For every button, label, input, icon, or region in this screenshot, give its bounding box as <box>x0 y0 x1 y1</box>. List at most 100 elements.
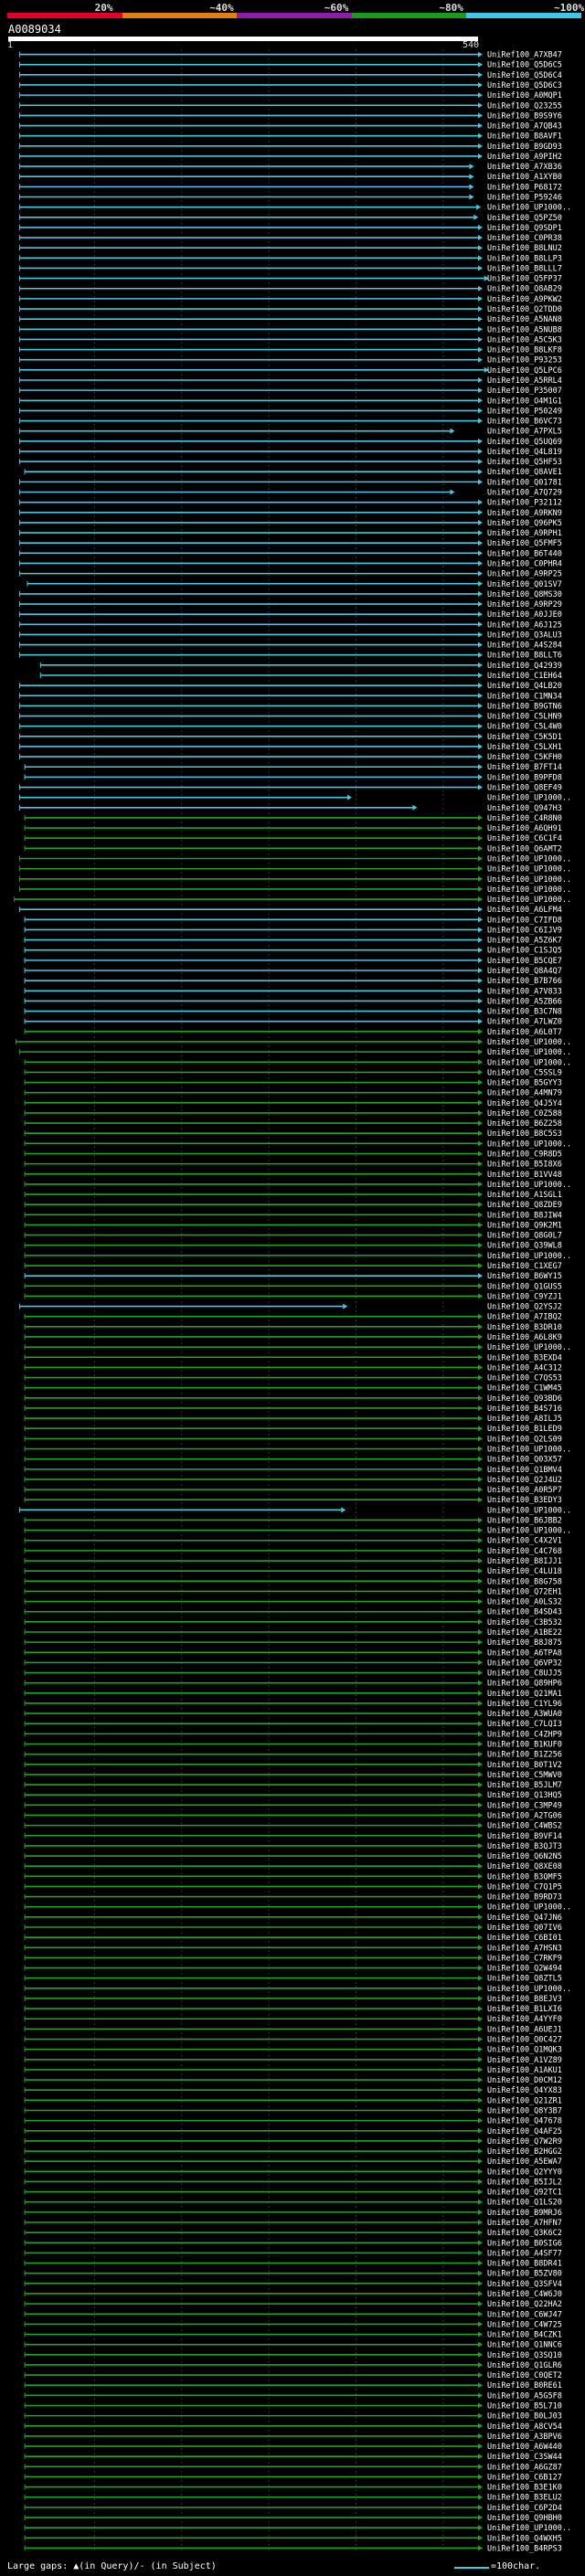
hit-end-arrow <box>478 2260 483 2266</box>
hit-label: UniRef100_A7HSN3 <box>487 1944 562 1953</box>
hit-label: UniRef100_A7Q729 <box>487 489 562 498</box>
hit-end-arrow <box>476 204 482 210</box>
hit-label: UniRef100_B3C7N8 <box>487 1008 562 1017</box>
hit-end-arrow <box>478 408 483 414</box>
hit-end-arrow <box>478 530 483 536</box>
hit-label: UniRef100_B6T440 <box>487 549 562 558</box>
hit-end-arrow <box>478 326 483 333</box>
hit-end-arrow <box>478 621 483 628</box>
hit-label: UniRef100_B8JIW4 <box>487 1211 562 1220</box>
hit-label: UniRef100_A4C312 <box>487 1363 562 1373</box>
hit-label: UniRef100_C7RKF9 <box>487 1954 562 1963</box>
hit-end-arrow <box>478 2454 483 2460</box>
hit-end-arrow <box>478 1832 483 1839</box>
hit-label: UniRef100_Q0C427 <box>487 2036 562 2045</box>
hit-end-arrow <box>478 1659 483 1666</box>
hit-end-arrow <box>478 265 483 271</box>
hit-end-arrow <box>478 2036 483 2042</box>
hit-label: UniRef100_Q5FP37 <box>487 275 562 284</box>
hit-end-arrow <box>478 673 483 678</box>
hit-label: UniRef100_B9GD93 <box>487 143 562 152</box>
hit-end-arrow <box>478 703 483 709</box>
hit-end-arrow <box>478 2443 483 2450</box>
hit-end-arrow <box>478 2351 483 2358</box>
hit-end-arrow <box>478 1639 483 1646</box>
hit-label: UniRef100_UP1000.. <box>487 794 571 803</box>
hit-label: UniRef100_A0LS32 <box>487 1598 562 1607</box>
hit-end-arrow <box>478 2464 483 2470</box>
hit-label: UniRef100_Q5PZ50 <box>487 214 562 223</box>
hit-label: UniRef100_A6QH91 <box>487 824 562 833</box>
hit-end-arrow <box>478 1568 483 1574</box>
hit-end-arrow <box>478 2433 483 2439</box>
hit-label: UniRef100_B4S716 <box>487 1405 562 1414</box>
hit-label: UniRef100_C9YZJ1 <box>487 1292 562 1301</box>
hit-end-arrow <box>478 631 483 638</box>
identity-scale-label: ~100% <box>554 2 585 14</box>
hit-end-arrow <box>478 540 483 546</box>
hit-end-arrow <box>478 754 483 760</box>
hit-label: UniRef100_Q47678 <box>487 2117 562 2126</box>
hit-end-arrow <box>478 1415 483 1422</box>
hit-label: UniRef100_UP1000.. <box>487 1903 571 1913</box>
hit-label: UniRef100_C8UJJ5 <box>487 1670 562 1679</box>
hit-end-arrow <box>478 1558 483 1564</box>
hit-end-arrow <box>478 2230 483 2236</box>
hit-label: UniRef100_A7LWZ0 <box>487 1018 562 1027</box>
hit-end-arrow <box>478 1883 483 1890</box>
hit-label: UniRef100_A0R5P7 <box>487 1486 562 1495</box>
hit-end-arrow <box>478 2046 483 2052</box>
hit-label: UniRef100_Q8MS30 <box>487 590 562 599</box>
identity-scale-segment <box>122 13 238 18</box>
hit-end-arrow <box>478 1384 483 1391</box>
hit-label: UniRef100_C1XEG7 <box>487 1262 562 1271</box>
hit-end-arrow <box>478 1608 483 1615</box>
hit-label: UniRef100_UP1000.. <box>487 1058 571 1067</box>
hit-label: UniRef100_Q47JN6 <box>487 1913 562 1923</box>
legend-gaps-text: Large gaps: ▲(in Query)/- (in Subject) <box>7 2561 217 2571</box>
hit-label: UniRef100_Q5LPC6 <box>487 366 562 376</box>
hit-end-arrow <box>478 387 483 394</box>
query-bar <box>8 37 478 41</box>
hit-label: UniRef100_Q4J5Y4 <box>487 1099 562 1108</box>
hit-label: UniRef100_C3B532 <box>487 1618 562 1627</box>
hit-end-arrow <box>478 601 483 608</box>
hit-label: UniRef100_C5K5D1 <box>487 733 562 742</box>
hit-end-arrow <box>478 1822 483 1829</box>
hit-end-arrow <box>478 1354 483 1361</box>
hit-label: UniRef100_Q2LS09 <box>487 1435 562 1444</box>
hit-label: UniRef100_B9PFD8 <box>487 773 562 782</box>
hit-end-arrow <box>478 1466 483 1472</box>
hit-end-arrow <box>478 2016 483 2022</box>
hit-end-arrow <box>478 957 483 963</box>
hit-label: UniRef100_A0JJE0 <box>487 610 562 620</box>
hit-label: UniRef100_Q8AB29 <box>487 285 562 294</box>
hit-end-arrow <box>478 2525 483 2531</box>
hit-end-arrow <box>478 1049 483 1055</box>
hit-label: UniRef100_C4W6J0 <box>487 2290 562 2299</box>
hit-label: UniRef100_Q4AF25 <box>487 2127 562 2136</box>
hit-label: UniRef100_A9RPH1 <box>487 529 562 538</box>
hit-label: UniRef100_Q5FMF5 <box>487 539 562 548</box>
hit-label: UniRef100_Q96PK5 <box>487 519 562 528</box>
hit-label: UniRef100_B1VV48 <box>487 1171 562 1180</box>
hit-end-arrow <box>478 1192 483 1198</box>
hit-label: UniRef100_UP1000.. <box>487 1140 571 1149</box>
hit-end-arrow <box>478 1628 483 1635</box>
hit-end-arrow <box>478 683 483 689</box>
hit-label: UniRef100_C7QS53 <box>487 1374 562 1383</box>
hit-label: UniRef100_A9RP29 <box>487 600 562 610</box>
hit-end-arrow <box>478 1109 483 1116</box>
hit-label: UniRef100_C1MN34 <box>487 692 562 701</box>
hit-label: UniRef100_Q2YSJ2 <box>487 1303 562 1312</box>
hit-end-arrow <box>478 733 483 739</box>
hit-label: UniRef100_UP1000.. <box>487 1506 571 1515</box>
hit-label: UniRef100_B6Z258 <box>487 1119 562 1129</box>
hit-end-arrow <box>478 1405 483 1411</box>
hit-end-arrow <box>478 774 483 780</box>
hit-end-arrow <box>478 153 483 159</box>
hit-label: UniRef100_A1SGL1 <box>487 1191 562 1200</box>
hit-label: UniRef100_P50249 <box>487 407 562 416</box>
hit-label: UniRef100_B5ZV80 <box>487 2270 562 2279</box>
hit-label: UniRef100_Q1LS20 <box>487 2199 562 2208</box>
